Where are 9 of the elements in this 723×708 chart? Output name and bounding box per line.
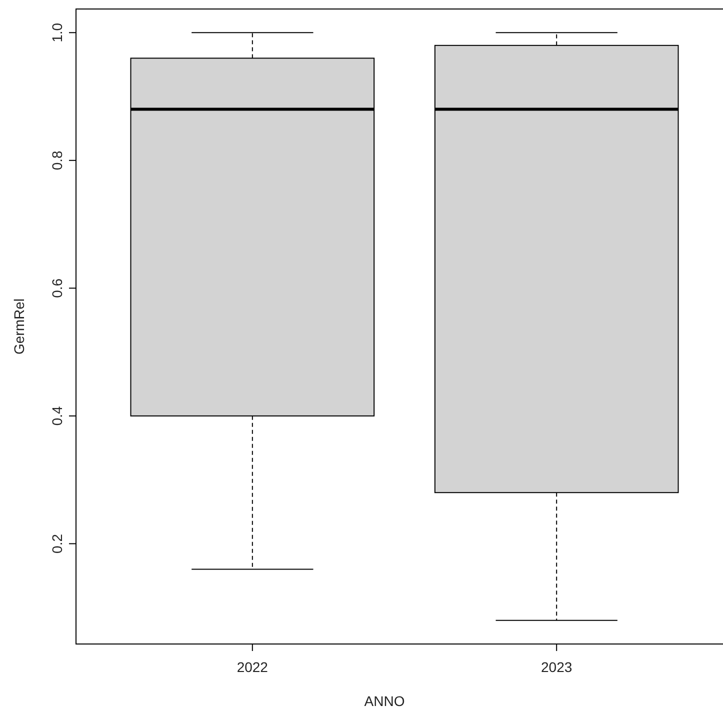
y-tick-label: 1.0 xyxy=(49,22,65,42)
x-axis-title: ANNO xyxy=(364,693,405,708)
y-tick-label: 0.4 xyxy=(49,406,65,426)
y-axis-title: GermRel xyxy=(11,298,27,355)
y-tick-label: 0.8 xyxy=(49,150,65,170)
x-tick-label: 2023 xyxy=(541,659,572,675)
y-tick-label: 0.6 xyxy=(49,278,65,298)
x-tick-label: 2022 xyxy=(236,659,268,675)
y-tick-label: 0.2 xyxy=(49,534,65,554)
